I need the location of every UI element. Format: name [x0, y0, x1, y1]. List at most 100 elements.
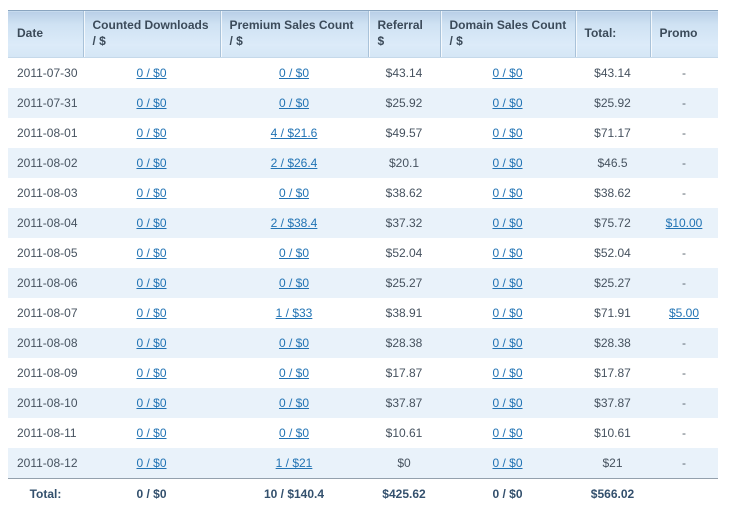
cell-date: 2011-08-04 [8, 208, 83, 238]
domain-sales-link[interactable]: 0 / $0 [492, 96, 522, 110]
domain-sales-link[interactable]: 0 / $0 [492, 276, 522, 290]
counted-downloads-link[interactable]: 0 / $0 [136, 156, 166, 170]
premium-sales-link[interactable]: 0 / $0 [279, 366, 309, 380]
cell-referral: $52.04 [368, 238, 440, 268]
domain-sales-link[interactable]: 0 / $0 [492, 246, 522, 260]
counted-downloads-link[interactable]: 0 / $0 [136, 96, 166, 110]
totals-domain-sales: 0 / $0 [440, 479, 575, 508]
totals-premium-sales: 10 / $140.4 [220, 479, 368, 508]
cell-promo: - [650, 388, 718, 418]
premium-sales-link[interactable]: 0 / $0 [279, 246, 309, 260]
counted-downloads-link[interactable]: 0 / $0 [136, 216, 166, 230]
premium-sales-link[interactable]: 0 / $0 [279, 396, 309, 410]
cell-referral: $25.27 [368, 268, 440, 298]
counted-downloads-link[interactable]: 0 / $0 [136, 396, 166, 410]
domain-sales-link[interactable]: 0 / $0 [492, 66, 522, 80]
cell-counted-downloads: 0 / $0 [83, 58, 220, 89]
col-header-label-line2: $ [378, 34, 436, 50]
counted-downloads-link[interactable]: 0 / $0 [136, 456, 166, 470]
domain-sales-link[interactable]: 0 / $0 [492, 426, 522, 440]
col-header-domain-sales: Domain Sales Count / $ [440, 11, 575, 58]
domain-sales-link[interactable]: 0 / $0 [492, 456, 522, 470]
cell-date: 2011-08-01 [8, 118, 83, 148]
cell-referral: $28.38 [368, 328, 440, 358]
cell-referral: $43.14 [368, 58, 440, 89]
cell-domain-sales: 0 / $0 [440, 208, 575, 238]
premium-sales-link[interactable]: 0 / $0 [279, 426, 309, 440]
cell-premium-sales: 0 / $0 [220, 358, 368, 388]
cell-total: $46.5 [575, 148, 650, 178]
cell-referral: $37.87 [368, 388, 440, 418]
table-body: 2011-07-30 0 / $0 0 / $0 $43.14 0 / $0 $43.14… [8, 58, 718, 479]
domain-sales-link[interactable]: 0 / $0 [492, 156, 522, 170]
domain-sales-link[interactable]: 0 / $0 [492, 186, 522, 200]
cell-premium-sales: 1 / $21 [220, 448, 368, 479]
cell-total: $25.27 [575, 268, 650, 298]
cell-premium-sales: 4 / $21.6 [220, 118, 368, 148]
cell-domain-sales: 0 / $0 [440, 418, 575, 448]
cell-total: $10.61 [575, 418, 650, 448]
cell-promo: - [650, 268, 718, 298]
cell-counted-downloads: 0 / $0 [83, 268, 220, 298]
premium-sales-link[interactable]: 2 / $38.4 [271, 216, 318, 230]
domain-sales-link[interactable]: 0 / $0 [492, 306, 522, 320]
promo-link[interactable]: $5.00 [669, 306, 699, 320]
table-header: Date Counted Downloads / $ Premium Sales… [8, 11, 718, 58]
earnings-table: Date Counted Downloads / $ Premium Sales… [8, 10, 718, 508]
cell-promo: - [650, 328, 718, 358]
premium-sales-link[interactable]: 0 / $0 [279, 96, 309, 110]
col-header-label: Date [17, 26, 79, 42]
counted-downloads-link[interactable]: 0 / $0 [136, 276, 166, 290]
premium-sales-link[interactable]: 0 / $0 [279, 66, 309, 80]
cell-counted-downloads: 0 / $0 [83, 88, 220, 118]
domain-sales-link[interactable]: 0 / $0 [492, 216, 522, 230]
cell-domain-sales: 0 / $0 [440, 88, 575, 118]
cell-date: 2011-08-05 [8, 238, 83, 268]
cell-referral: $20.1 [368, 148, 440, 178]
counted-downloads-link[interactable]: 0 / $0 [136, 336, 166, 350]
domain-sales-link[interactable]: 0 / $0 [492, 336, 522, 350]
counted-downloads-link[interactable]: 0 / $0 [136, 366, 166, 380]
premium-sales-link[interactable]: 2 / $26.4 [271, 156, 318, 170]
premium-sales-link[interactable]: 1 / $21 [276, 456, 313, 470]
cell-counted-downloads: 0 / $0 [83, 178, 220, 208]
col-header-premium-sales: Premium Sales Count / $ [220, 11, 368, 58]
cell-counted-downloads: 0 / $0 [83, 448, 220, 479]
counted-downloads-link[interactable]: 0 / $0 [136, 426, 166, 440]
cell-total: $25.92 [575, 88, 650, 118]
cell-counted-downloads: 0 / $0 [83, 328, 220, 358]
domain-sales-link[interactable]: 0 / $0 [492, 396, 522, 410]
cell-date: 2011-07-30 [8, 58, 83, 89]
cell-promo: - [650, 88, 718, 118]
cell-total: $43.14 [575, 58, 650, 89]
domain-sales-link[interactable]: 0 / $0 [492, 126, 522, 140]
premium-sales-link[interactable]: 0 / $0 [279, 336, 309, 350]
cell-referral: $25.92 [368, 88, 440, 118]
domain-sales-link[interactable]: 0 / $0 [492, 366, 522, 380]
premium-sales-link[interactable]: 0 / $0 [279, 276, 309, 290]
table-row: 2011-07-30 0 / $0 0 / $0 $43.14 0 / $0 $43.14… [8, 58, 718, 89]
counted-downloads-link[interactable]: 0 / $0 [136, 126, 166, 140]
premium-sales-link[interactable]: 4 / $21.6 [271, 126, 318, 140]
cell-total: $71.17 [575, 118, 650, 148]
cell-promo: - [650, 148, 718, 178]
totals-total: $566.02 [575, 479, 650, 508]
counted-downloads-link[interactable]: 0 / $0 [136, 246, 166, 260]
cell-domain-sales: 0 / $0 [440, 58, 575, 89]
premium-sales-link[interactable]: 0 / $0 [279, 186, 309, 200]
cell-total: $71.91 [575, 298, 650, 328]
counted-downloads-link[interactable]: 0 / $0 [136, 186, 166, 200]
promo-link[interactable]: $10.00 [666, 216, 703, 230]
counted-downloads-link[interactable]: 0 / $0 [136, 306, 166, 320]
cell-referral: $38.91 [368, 298, 440, 328]
cell-promo: - [650, 418, 718, 448]
premium-sales-link[interactable]: 1 / $33 [276, 306, 313, 320]
counted-downloads-link[interactable]: 0 / $0 [136, 66, 166, 80]
totals-row: Total: 0 / $0 10 / $140.4 $425.62 0 / $0… [8, 479, 718, 508]
cell-premium-sales: 0 / $0 [220, 88, 368, 118]
